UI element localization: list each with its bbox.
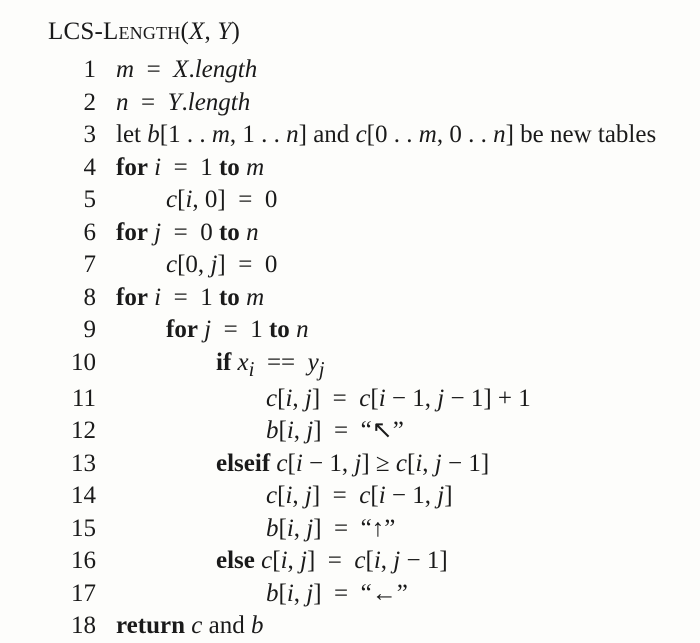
line-number: 1 [48,54,116,87]
code-line: 14 c[i, j] = c[i − 1, j] [48,480,700,513]
line-number: 18 [48,610,116,643]
line-number: 11 [48,383,116,416]
code-line: 8for i = 1 to m [48,282,700,315]
line-body: else c[i, j] = c[i, j − 1] [116,545,448,578]
code-line: 11 c[i, j] = c[i − 1, j − 1] + 1 [48,383,700,416]
pseudocode-page: LCS-Length(X, Y) 1m = X.length2n = Y.len… [0,0,700,643]
code-line: 3let b[1 . . m, 1 . . n] and c[0 . . m, … [48,119,700,152]
code-line: 12 b[i, j] = “↖” [48,415,700,448]
paren-close: ) [231,18,240,45]
line-number: 8 [48,282,116,315]
code-line: 15 b[i, j] = “↑” [48,513,700,546]
line-number: 17 [48,578,116,611]
code-line: 10 if xi == yj [48,347,700,383]
line-number: 13 [48,448,116,481]
code-line: 1m = X.length [48,54,700,87]
line-number: 10 [48,347,116,380]
code-line: 16 else c[i, j] = c[i, j − 1] [48,545,700,578]
line-number: 4 [48,152,116,185]
paren-open: ( [180,18,189,45]
line-number: 3 [48,119,116,152]
line-body: if xi == yj [116,347,325,383]
line-body: b[i, j] = “←” [116,578,408,611]
line-number: 12 [48,415,116,448]
code-line: 13 elseif c[i − 1, j] ≥ c[i, j − 1] [48,448,700,481]
line-body: n = Y.length [116,87,250,120]
line-body: c[i, j] = c[i − 1, j] [116,480,453,513]
line-body: c[0, j] = 0 [116,249,277,282]
line-body: b[i, j] = “↑” [116,513,395,546]
line-body: c[i, j] = c[i − 1, j − 1] + 1 [116,383,531,416]
code-line: 6for j = 0 to n [48,217,700,250]
procedure-title: LCS-Length(X, Y) [48,18,700,46]
line-number: 14 [48,480,116,513]
code-line: 9 for j = 1 to n [48,314,700,347]
arg-sep: , [204,18,217,45]
line-body: for i = 1 to m [116,282,264,315]
code-line: 7 c[0, j] = 0 [48,249,700,282]
line-number: 16 [48,545,116,578]
line-number: 2 [48,87,116,120]
line-number: 7 [48,249,116,282]
line-body: c[i, 0] = 0 [116,184,277,217]
code-line: 17 b[i, j] = “←” [48,578,700,611]
line-number: 6 [48,217,116,250]
pseudocode-block: 1m = X.length2n = Y.length3let b[1 . . m… [48,54,700,643]
line-number: 5 [48,184,116,217]
line-body: return c and b [116,610,263,643]
line-body: b[i, j] = “↖” [116,415,404,448]
procedure-name: LCS-Length [48,18,180,45]
line-body: for j = 1 to n [116,314,309,347]
line-body: let b[1 . . m, 1 . . n] and c[0 . . m, 0… [116,119,656,152]
code-line: 5 c[i, 0] = 0 [48,184,700,217]
line-body: for j = 0 to n [116,217,259,250]
line-body: m = X.length [116,54,257,87]
arg-y: Y [217,18,231,45]
code-line: 4for i = 1 to m [48,152,700,185]
line-number: 15 [48,513,116,546]
code-line: 18return c and b [48,610,700,643]
line-body: for i = 1 to m [116,152,264,185]
code-line: 2n = Y.length [48,87,700,120]
line-number: 9 [48,314,116,347]
line-body: elseif c[i − 1, j] ≥ c[i, j − 1] [116,448,489,481]
arg-x: X [189,18,204,45]
